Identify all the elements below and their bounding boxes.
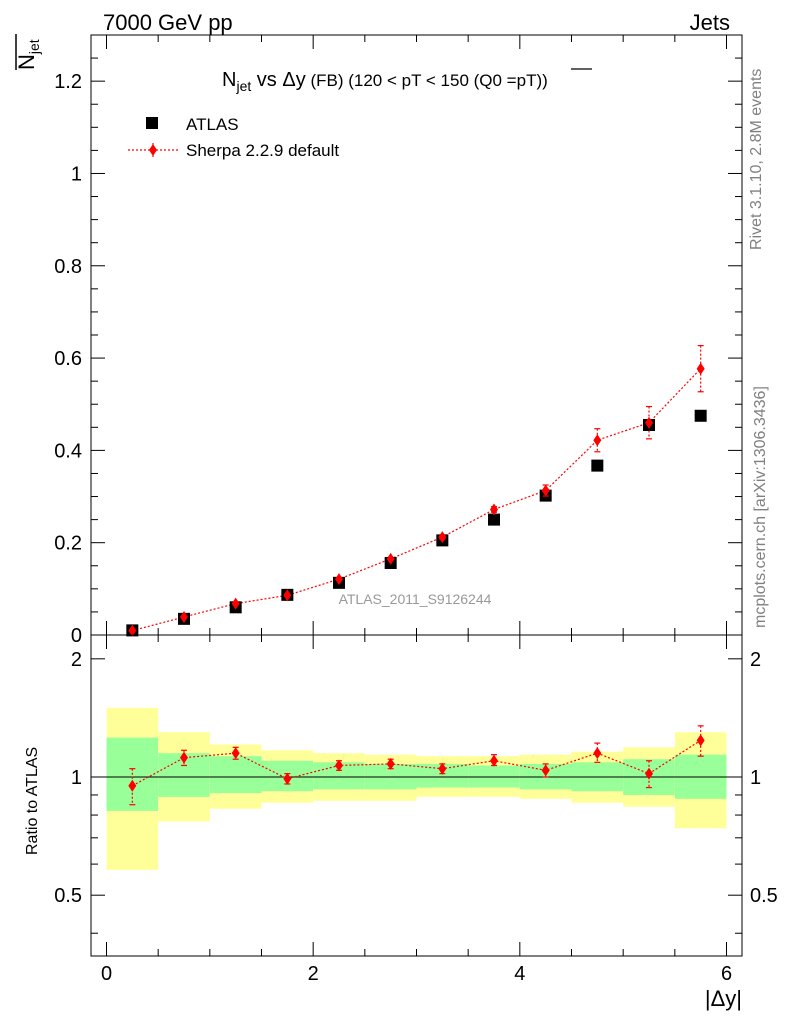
ratio-point [438, 762, 447, 775]
x-tick-label: 0 [101, 963, 112, 985]
legend-data-label: ATLAS [186, 115, 239, 134]
mc-point [386, 552, 395, 565]
ratio-point [180, 751, 188, 764]
x-tick-label: 2 [308, 963, 319, 985]
mc-point [593, 434, 602, 447]
main-ytick-label: 1 [71, 163, 82, 185]
ratio-ytick-label: 1 [71, 767, 82, 789]
x-tick-label: 6 [721, 963, 732, 985]
main-ticks [91, 34, 742, 636]
main-ylabel-n: Njet [14, 39, 42, 70]
ratio-mc-points [128, 725, 705, 806]
rivet-label: Rivet 3.1.10, 2.8M events [748, 69, 765, 250]
legend-data-marker [146, 117, 158, 129]
ratio-point [696, 734, 705, 747]
mc-point [335, 573, 343, 586]
ratio-ytick-labels: 0.5 0.5 1 1 2 2 [54, 649, 778, 907]
ratio-point [541, 764, 550, 777]
legend: ATLAS Sherpa 2.2.9 default [128, 115, 339, 160]
x-tick-label: 4 [514, 963, 525, 985]
chart-title: Njet vs Δy (FB) (120 < pT < 150 (Q0 =pT)… [222, 69, 548, 94]
atlas-point [694, 409, 707, 422]
main-ytick-label: 0.2 [54, 533, 82, 555]
mc-point [283, 589, 292, 602]
mc-point [541, 484, 550, 497]
ratio-ytick-label-right: 0.5 [750, 885, 778, 907]
ratio-point [283, 772, 292, 785]
ratio-line-path [132, 739, 701, 787]
mc-point [490, 503, 498, 516]
mc-series-line [132, 368, 702, 632]
mc-point [696, 362, 705, 375]
mc-point [231, 597, 240, 610]
main-ytick-labels: 0 0.2 0.4 0.6 0.8 1 1.2 [54, 71, 82, 647]
ratio-point [490, 754, 498, 767]
main-ylabel: Njet [14, 34, 42, 70]
ratio-panel: 0.5 0.5 1 1 2 2 0 2 4 6 Ratio to ATLAS |Δy| [24, 634, 778, 1011]
atlas-point [591, 459, 604, 472]
ratio-point [128, 779, 137, 792]
mc-data-points [128, 345, 705, 637]
mc-point [180, 611, 188, 623]
main-ytick-label: 0.6 [54, 348, 82, 370]
mc-point [438, 531, 447, 544]
legend-mc-marker [149, 144, 157, 156]
ratio-frame [90, 634, 743, 957]
mc-point [128, 624, 137, 637]
analysis-watermark: ATLAS_2011_S9126244 [339, 591, 492, 607]
legend-mc-label: Sherpa 2.2.9 default [186, 141, 339, 160]
main-ytick-label: 0 [71, 625, 82, 647]
ratio-ytick-label-right: 2 [750, 649, 761, 671]
ratio-ylabel: Ratio to ATLAS [24, 747, 41, 855]
ratio-point [386, 757, 395, 770]
x-tick-labels: 0 2 4 6 [101, 963, 732, 985]
main-ytick-label: 0.8 [54, 256, 82, 278]
header-energy: 7000 GeV pp [103, 10, 233, 35]
x-axis-label: |Δy| [705, 986, 742, 1011]
ratio-point [645, 767, 653, 780]
mc-point [645, 416, 653, 429]
main-panel: 0 0.2 0.4 0.6 0.8 1 1.2 Njet vs Δy (FB) (120 <… [54, 34, 743, 647]
ratio-ytick-label: 2 [71, 649, 82, 671]
main-ytick-label: 0.4 [54, 440, 82, 462]
ratio-bands [106, 707, 727, 870]
ratio-band-inner [209, 756, 262, 794]
ratio-point [593, 747, 602, 760]
ratio-ytick-label-right: 1 [750, 767, 761, 789]
mcplots-label: mcplots.cern.ch [arXiv:1306.3436] [752, 386, 769, 628]
ratio-point [231, 747, 240, 760]
mc-line-path [132, 368, 702, 632]
ratio-mc-line [132, 739, 701, 787]
atlas-point [488, 513, 500, 526]
main-ytick-label: 1.2 [54, 71, 82, 93]
header-process: Jets [690, 10, 730, 35]
ratio-ticks [91, 635, 742, 956]
ratio-ytick-label: 0.5 [54, 885, 82, 907]
ratio-band-inner [416, 763, 469, 788]
ratio-point [335, 759, 343, 772]
